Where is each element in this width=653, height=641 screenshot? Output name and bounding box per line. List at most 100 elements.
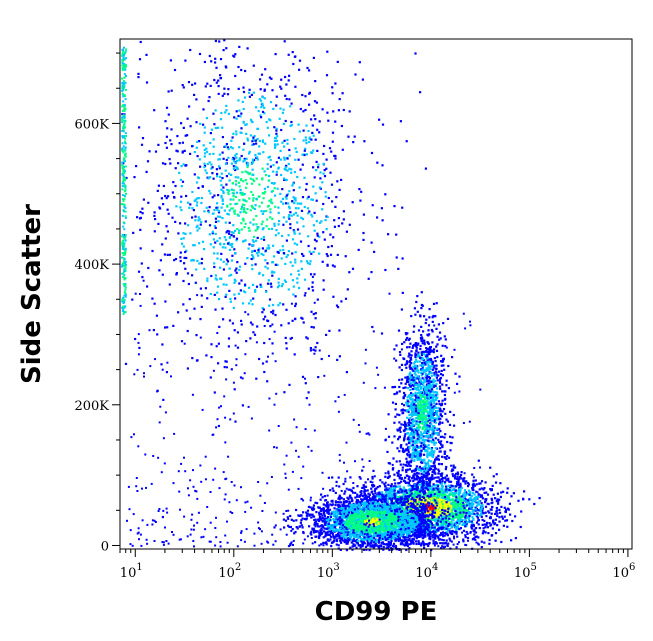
data-point <box>187 201 190 204</box>
data-point <box>463 505 467 508</box>
data-point <box>335 539 339 543</box>
data-point <box>327 196 330 200</box>
data-point <box>444 468 447 471</box>
data-point <box>497 502 500 505</box>
data-point <box>252 331 255 334</box>
data-point <box>354 526 357 529</box>
data-point <box>208 206 211 209</box>
data-point <box>405 469 408 472</box>
data-point <box>226 229 229 233</box>
data-point <box>314 317 317 320</box>
data-point <box>494 497 497 500</box>
data-point <box>445 491 448 494</box>
data-point <box>413 496 416 499</box>
data-point <box>490 512 493 515</box>
data-point <box>434 517 437 520</box>
data-point <box>435 513 438 516</box>
data-point <box>364 481 367 484</box>
data-point <box>492 493 495 496</box>
data-point <box>133 176 136 179</box>
data-point <box>226 188 229 191</box>
data-point <box>460 486 463 490</box>
data-point <box>301 317 304 320</box>
data-point <box>246 47 249 50</box>
data-point <box>220 196 223 199</box>
data-point <box>414 478 417 481</box>
data-point <box>494 518 497 521</box>
data-point <box>179 178 182 181</box>
data-point <box>196 197 199 200</box>
data-point <box>252 283 255 286</box>
data-point <box>281 283 284 286</box>
data-point <box>258 139 261 143</box>
data-point <box>279 158 282 161</box>
data-point <box>139 40 142 44</box>
data-point <box>393 545 396 548</box>
data-point <box>244 291 247 294</box>
data-point <box>394 544 397 548</box>
data-point <box>429 491 432 494</box>
data-point <box>165 135 168 138</box>
data-point <box>446 496 449 499</box>
data-point <box>415 542 418 546</box>
data-point <box>480 480 484 483</box>
data-point <box>494 481 498 484</box>
data-point <box>291 319 294 322</box>
data-point <box>165 225 168 228</box>
data-point <box>229 203 232 206</box>
data-point <box>432 498 435 501</box>
data-point <box>397 267 400 270</box>
data-point <box>449 521 452 524</box>
data-point <box>238 45 241 48</box>
data-point <box>206 277 209 280</box>
data-point <box>266 247 269 250</box>
data-point <box>255 252 258 255</box>
data-point <box>349 546 352 549</box>
data-point <box>308 136 311 139</box>
data-point <box>323 238 326 241</box>
data-point <box>231 245 234 248</box>
data-point <box>200 220 203 223</box>
data-point <box>264 142 267 145</box>
data-point <box>422 479 425 483</box>
data-point <box>491 484 494 487</box>
data-point <box>200 262 203 265</box>
data-point <box>431 536 434 539</box>
data-point <box>275 129 278 132</box>
data-point <box>225 283 228 286</box>
data-point <box>472 529 475 532</box>
data-point <box>240 319 243 322</box>
data-point <box>233 388 236 391</box>
data-point <box>331 529 334 532</box>
data-point <box>312 224 315 227</box>
data-point <box>220 194 223 198</box>
data-point <box>227 88 230 91</box>
data-point <box>163 253 166 256</box>
data-point <box>286 169 289 172</box>
data-point <box>285 194 288 197</box>
data-point <box>216 208 219 211</box>
data-point <box>370 271 373 274</box>
data-point <box>498 498 501 501</box>
data-point <box>285 97 288 101</box>
data-point <box>237 176 240 179</box>
data-point <box>452 492 455 495</box>
data-point <box>460 514 463 517</box>
data-point <box>384 268 387 272</box>
data-point <box>318 120 321 123</box>
data-point <box>219 58 223 61</box>
data-point <box>262 318 265 321</box>
data-point <box>338 98 341 101</box>
data-point <box>450 511 454 515</box>
data-point <box>243 239 246 242</box>
data-point <box>282 223 285 226</box>
data-point <box>447 499 450 502</box>
data-point <box>224 169 227 172</box>
data-point <box>483 523 486 526</box>
data-point <box>277 232 280 235</box>
data-point <box>305 188 308 191</box>
data-point <box>194 281 197 284</box>
data-point <box>248 91 251 94</box>
data-point <box>514 537 517 540</box>
data-point <box>311 151 314 154</box>
